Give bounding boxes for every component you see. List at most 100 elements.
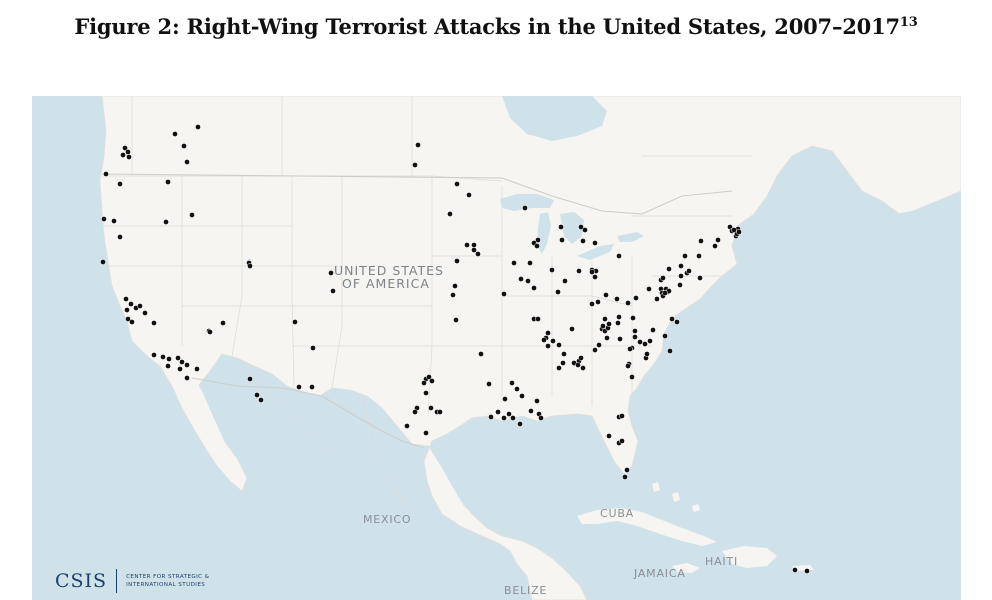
attack-marker <box>592 274 598 280</box>
attack-marker <box>592 347 598 353</box>
attack-marker <box>528 408 534 414</box>
attack-marker <box>629 374 635 380</box>
attack-marker <box>666 266 672 272</box>
country-borders <box>101 173 733 449</box>
attack-marker <box>426 374 432 380</box>
lake-erie <box>577 244 614 260</box>
jamaica-island <box>672 563 700 573</box>
attack-marker <box>163 219 169 225</box>
attack-marker <box>207 329 213 335</box>
figure-title: Figure 2: Right-Wing Terrorist Attacks i… <box>0 14 992 39</box>
attack-marker <box>160 354 166 360</box>
csis-logo-subtitle: CENTER FOR STRATEGIC & INTERNATIONAL STU… <box>126 573 209 589</box>
attack-marker <box>453 317 459 323</box>
attack-marker <box>309 384 315 390</box>
attack-marker <box>556 365 562 371</box>
label-mexico: MEXICO <box>363 513 411 526</box>
attack-marker <box>660 275 666 281</box>
attack-map[interactable]: UNITED STATES OF AMERICA MEXICO CUBA HAI… <box>32 96 961 600</box>
csis-logo-line2: INTERNATIONAL STUDIES <box>126 582 206 588</box>
attack-marker <box>510 415 516 421</box>
attack-marker <box>736 229 742 235</box>
attack-marker <box>576 268 582 274</box>
attack-marker <box>647 338 653 344</box>
attack-marker <box>650 327 656 333</box>
attack-marker <box>172 131 178 137</box>
label-usa-line1: UNITED STATES <box>334 263 444 278</box>
attack-marker <box>632 334 638 340</box>
baja-california <box>190 378 238 478</box>
label-usa-line2: OF AMERICA <box>342 276 430 291</box>
attack-marker <box>617 336 623 342</box>
attack-marker <box>126 154 132 160</box>
attack-marker <box>522 205 528 211</box>
attack-marker <box>792 567 798 573</box>
attack-marker <box>128 301 134 307</box>
attack-marker <box>518 276 524 282</box>
attack-marker <box>179 359 185 365</box>
atlantic-ocean <box>638 191 961 600</box>
attack-marker <box>117 181 123 187</box>
attack-marker <box>195 124 201 130</box>
attack-marker <box>561 351 567 357</box>
attack-marker <box>624 467 630 473</box>
attack-marker <box>501 291 507 297</box>
attack-marker <box>538 415 544 421</box>
attack-marker <box>619 438 625 444</box>
attack-marker <box>189 212 195 218</box>
attack-marker <box>517 421 523 427</box>
attack-marker <box>804 568 810 574</box>
attack-marker <box>123 296 129 302</box>
state-borders <box>102 96 752 517</box>
attack-marker <box>124 307 130 313</box>
gulf-of-mexico <box>428 418 620 528</box>
land-north-america <box>99 96 961 600</box>
attack-marker <box>549 267 555 273</box>
attack-marker <box>616 253 622 259</box>
attack-marker <box>616 314 622 320</box>
attack-marker <box>423 390 429 396</box>
attack-marker <box>678 273 684 279</box>
attack-marker <box>637 339 643 345</box>
attack-marker <box>454 258 460 264</box>
attack-marker <box>600 323 606 329</box>
attack-marker <box>592 240 598 246</box>
map-canvas[interactable]: UNITED STATES OF AMERICA MEXICO CUBA HAI… <box>32 96 961 600</box>
attack-marker <box>682 253 688 259</box>
attack-marker <box>531 285 537 291</box>
attack-marker <box>615 320 621 326</box>
attack-marker <box>310 345 316 351</box>
attack-marker <box>165 179 171 185</box>
cuba-island <box>577 508 717 546</box>
attack-marker <box>556 342 562 348</box>
attack-marker <box>437 409 443 415</box>
attack-marker <box>589 269 595 275</box>
attack-marker <box>125 316 131 322</box>
attack-marker <box>421 380 427 386</box>
attack-marker <box>509 380 515 386</box>
attack-marker <box>558 224 564 230</box>
attack-marker <box>151 352 157 358</box>
label-haiti: HAITI <box>705 555 738 568</box>
attack-marker <box>511 260 517 266</box>
attack-marker <box>254 392 260 398</box>
label-cuba: CUBA <box>600 507 634 520</box>
attack-marker <box>415 142 421 148</box>
attack-marker <box>129 319 135 325</box>
attack-marker <box>569 326 575 332</box>
attack-marker <box>625 363 631 369</box>
attack-marker <box>578 224 584 230</box>
attack-marker <box>247 263 253 269</box>
attack-marker <box>184 159 190 165</box>
attack-marker <box>404 423 410 429</box>
attack-marker <box>447 211 453 217</box>
attack-marker <box>452 283 458 289</box>
attack-marker <box>678 263 684 269</box>
footnote-marker: 13 <box>899 15 918 30</box>
attack-marker <box>662 290 668 296</box>
attack-marker <box>575 362 581 368</box>
attack-marker <box>122 145 128 151</box>
attack-marker <box>100 259 106 265</box>
attack-marker <box>471 247 477 253</box>
label-jamaica: JAMAICA <box>633 567 686 580</box>
